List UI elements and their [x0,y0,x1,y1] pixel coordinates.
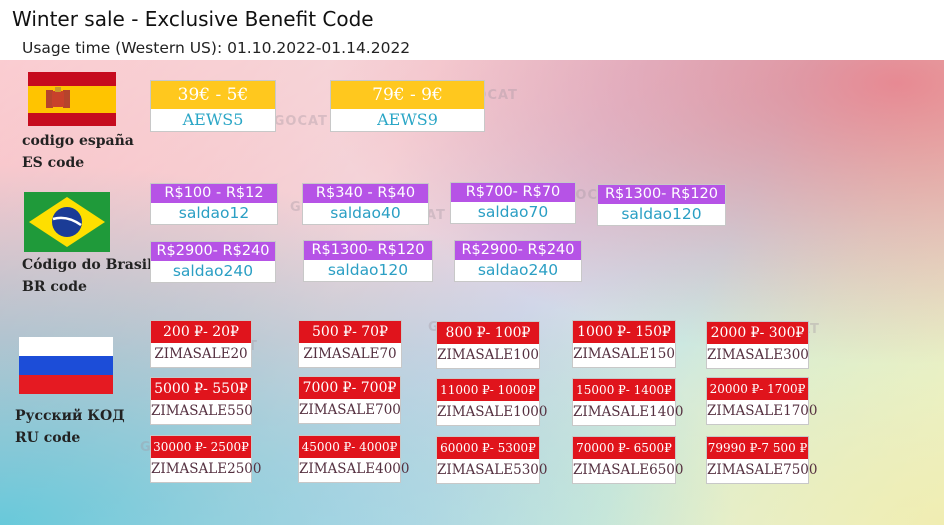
brazil-label: Código do Brasil [22,257,153,273]
coupon-code[interactable]: AEWS5 [182,110,244,129]
coupon-code[interactable]: ZIMASALE150 [573,346,675,362]
coupon-discount: 15000 ₽- 1400₽ [573,379,675,401]
russia-coupon[interactable]: 11000 ₽- 1000₽ ZIMASALE1000 [436,378,548,426]
coupon-code[interactable]: ZIMASALE700 [299,402,401,418]
russia-coupon[interactable]: 60000 ₽- 5300₽ ZIMASALE5300 [436,436,548,484]
coupon-code[interactable]: ZIMASALE70 [303,346,397,362]
coupon-discount: 20000 ₽- 1700₽ [707,378,808,400]
coupon-code[interactable]: AEWS9 [377,110,438,129]
coupon-code[interactable]: ZIMASALE1400 [573,404,684,420]
coupon-discount: R$2900- R$240 [151,242,275,261]
coupon-code[interactable]: ZIMASALE6500 [573,462,684,478]
coupon-discount: 11000 ₽- 1000₽ [437,379,539,401]
coupon-code[interactable]: ZIMASALE1000 [437,404,548,420]
coupon-code[interactable]: saldao70 [477,203,549,221]
brazil-flag-icon [24,192,110,252]
russia-coupon[interactable]: 500 ₽- 70₽ ZIMASALE70 [298,320,402,368]
russia-flag-icon [19,337,113,394]
brazil-coupon[interactable]: R$100 - R$12 saldao12 [150,183,278,225]
coupon-discount: 79€ - 9€ [331,81,484,109]
coupon-code[interactable]: saldao40 [330,204,401,222]
spain-flag-icon [28,72,116,126]
coupon-discount: R$100 - R$12 [151,184,277,203]
coupon-discount: R$1300- R$120 [304,241,432,260]
coupon-discount: 60000 ₽- 5300₽ [437,437,539,459]
russia-coupon[interactable]: 45000 ₽- 4000₽ ZIMASALE4000 [298,435,410,483]
coupon-discount: 2000 ₽- 300₽ [707,322,808,344]
russia-coupon[interactable]: 1000 ₽- 150₽ ZIMASALE150 [572,320,676,368]
coupon-code[interactable]: saldao120 [621,205,702,223]
coupon-code[interactable]: ZIMASALE300 [707,347,809,363]
usage-time: Usage time (Western US): 01.10.2022-01.1… [22,39,411,57]
russia-coupon[interactable]: 20000 ₽- 1700₽ ZIMASALE1700 [706,377,818,425]
russia-coupon[interactable]: 5000 ₽- 550₽ ZIMASALE550 [150,377,253,425]
coupon-code[interactable]: saldao120 [327,261,409,279]
russia-coupon[interactable]: 30000 ₽- 2500₽ ZIMASALE2500 [150,435,262,483]
brazil-coupon[interactable]: R$700- R$70 saldao70 [450,182,576,224]
coupon-discount: 30000 ₽- 2500₽ [151,436,251,458]
coupon-code[interactable]: ZIMASALE20 [154,346,248,362]
coupon-code[interactable]: saldao12 [178,204,250,222]
coupon-discount: 45000 ₽- 4000₽ [299,436,400,458]
brazil-coupon[interactable]: R$340 - R$40 saldao40 [302,183,429,225]
brazil-coupon[interactable]: R$2900- R$240 saldao240 [150,241,276,283]
coupon-discount: 5000 ₽- 550₽ [151,378,251,400]
coupon-code[interactable]: ZIMASALE7500 [707,462,818,478]
coupon-code[interactable]: ZIMASALE2500 [151,461,262,477]
coupon-discount: R$700- R$70 [451,183,575,202]
russia-coupon[interactable]: 200 ₽- 20₽ ZIMASALE20 [150,320,252,368]
coupon-discount: R$1300- R$120 [598,185,725,204]
coupon-discount: 39€ - 5€ [151,81,275,109]
coupon-code[interactable]: saldao240 [477,261,559,279]
coupon-discount: 7000 ₽- 700₽ [299,377,400,399]
russia-coupon[interactable]: 79990 ₽-7 500 ₽ ZIMASALE7500 [706,436,818,484]
page-title: Winter sale - Exclusive Benefit Code [12,7,374,31]
coupon-discount: 70000 ₽- 6500₽ [573,437,675,459]
coupon-code[interactable]: ZIMASALE550 [151,403,253,419]
russia-coupon[interactable]: 2000 ₽- 300₽ ZIMASALE300 [706,321,809,369]
russia-coupon[interactable]: 800 ₽- 100₽ ZIMASALE100 [436,321,540,369]
spain-code-label: ES code [22,155,85,171]
spain-coupon[interactable]: 79€ - 9€ AEWS9 [330,80,485,132]
brazil-coupon[interactable]: R$2900- R$240 saldao240 [454,240,582,282]
coupon-code[interactable]: ZIMASALE100 [437,347,539,363]
spain-label: codigo españa [22,133,134,149]
coupon-discount: R$2900- R$240 [455,241,581,260]
coupon-code[interactable]: ZIMASALE4000 [299,461,410,477]
spain-coupon[interactable]: 39€ - 5€ AEWS5 [150,80,276,132]
coupon-discount: 1000 ₽- 150₽ [573,321,675,343]
russia-coupon[interactable]: 7000 ₽- 700₽ ZIMASALE700 [298,376,401,424]
russia-coupon[interactable]: 70000 ₽- 6500₽ ZIMASALE6500 [572,436,684,484]
coupon-code[interactable]: ZIMASALE5300 [437,462,548,478]
coupon-code[interactable]: ZIMASALE1700 [707,403,818,419]
brazil-code-label: BR code [22,279,87,295]
coupon-discount: 800 ₽- 100₽ [437,322,539,344]
russia-coupon[interactable]: 15000 ₽- 1400₽ ZIMASALE1400 [572,378,684,426]
coupon-discount: R$340 - R$40 [303,184,428,203]
russia-code-label: RU code [15,430,81,446]
coupon-discount: 79990 ₽-7 500 ₽ [707,437,808,459]
russia-label: Русский КОД [15,408,125,424]
brazil-coupon[interactable]: R$1300- R$120 saldao120 [597,184,726,226]
coupon-discount: 200 ₽- 20₽ [151,321,251,343]
coupon-discount: 500 ₽- 70₽ [299,321,401,343]
brazil-coupon[interactable]: R$1300- R$120 saldao120 [303,240,433,282]
coupon-code[interactable]: saldao240 [172,262,254,280]
